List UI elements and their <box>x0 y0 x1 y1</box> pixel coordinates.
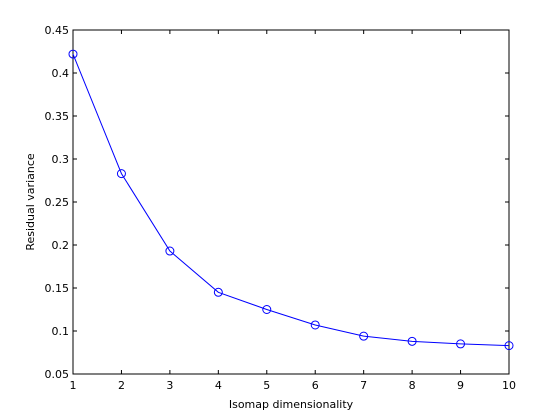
x-tick-label: 6 <box>312 379 319 392</box>
x-tick-label: 4 <box>215 379 222 392</box>
x-tick-label: 10 <box>502 379 516 392</box>
x-tick-label: 2 <box>118 379 125 392</box>
data-point <box>262 305 272 314</box>
y-tick-label: 0.3 <box>52 153 70 166</box>
data-point <box>359 331 369 341</box>
data-point <box>407 336 417 346</box>
y-tick-label: 0.45 <box>45 24 70 37</box>
data-point <box>68 49 78 59</box>
x-tick-label: 1 <box>70 379 77 392</box>
data-point <box>116 169 126 179</box>
data-point <box>165 246 175 256</box>
y-tick-label: 0.15 <box>45 282 70 295</box>
x-tick-label: 5 <box>263 379 270 392</box>
data-point <box>504 341 514 351</box>
axes-box <box>72 29 510 375</box>
y-tick-label: 0.05 <box>45 368 70 381</box>
series-line <box>72 53 510 347</box>
data-point <box>213 287 223 297</box>
x-tick-label: 8 <box>409 379 416 392</box>
x-tick-label: 9 <box>457 379 464 392</box>
data-point <box>456 339 466 349</box>
x-axis-label: Isomap dimensionality <box>229 398 354 411</box>
data-point <box>310 320 320 330</box>
x-tick-label: 3 <box>166 379 173 392</box>
y-tick-label: 0.2 <box>52 239 70 252</box>
y-axis-label: Residual variance <box>24 153 37 251</box>
y-tick-label: 0.4 <box>52 67 70 80</box>
y-tick-label: 0.1 <box>52 325 70 338</box>
x-tick-label: 7 <box>360 379 367 392</box>
y-tick-label: 0.35 <box>45 110 70 123</box>
y-tick-label: 0.25 <box>45 196 70 209</box>
